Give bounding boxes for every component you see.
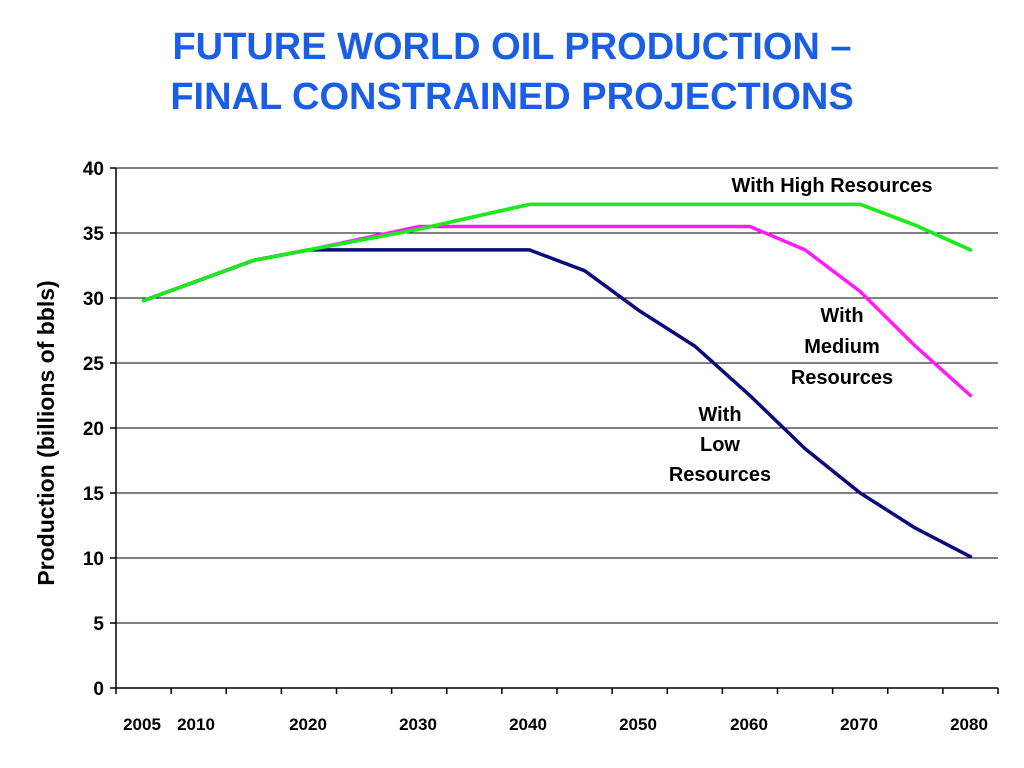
low-resources-line [141,248,973,559]
y-tick-label: 35 [83,224,105,245]
high-resources-line-overlay [141,202,973,303]
gridlines [116,167,998,624]
x-tick-label: 2060 [730,715,768,734]
chart-title: FUTURE WORLD OIL PRODUCTION – FINAL CONS… [0,22,1024,122]
y-tick-label: 20 [83,419,104,440]
y-tick-label: 30 [83,289,104,310]
y-tick-label: 5 [93,614,104,635]
axes [110,167,999,694]
annotation-medium-resources: Medium [804,336,880,358]
y-tick-label: 10 [83,549,104,570]
annotation-high-resources: With High Resources [732,175,933,197]
x-tick-label: 2030 [399,715,437,734]
x-tick-labels: 2005 2010 2020 2030 2040 2050 2060 2070 2080 [123,715,988,734]
high-resources-line [141,202,973,303]
x-tick-label: 2040 [509,715,547,734]
annotations: With High Resources With Medium Resources Wi… [669,175,933,486]
title-line-1: FUTURE WORLD OIL PRODUCTION – [172,26,852,68]
x-tick-label: 2080 [950,715,988,734]
title-line-2: FINAL CONSTRAINED PROJECTIONS [170,76,854,118]
annotation-low-resources: With [698,404,741,426]
x-tick-label: 2050 [619,715,657,734]
x-tick-label: 2010 [177,715,215,734]
annotation-low-resources: Resources [669,464,771,486]
x-tick-label: 2005 [123,715,161,734]
y-tick-label: 25 [83,354,105,375]
annotation-low-resources: Low [700,434,740,456]
y-tick-label: 0 [93,679,104,700]
x-tick-label: 2070 [840,715,878,734]
series-lines [141,202,973,559]
y-axis-label: Production (billions of bbls) [33,280,59,585]
x-tick-label: 2020 [289,715,327,734]
y-tick-labels: 0 5 10 15 20 25 30 35 40 [83,159,105,700]
y-tick-label: 40 [83,159,104,180]
annotation-medium-resources: With [820,305,863,327]
annotation-medium-resources: Resources [791,367,893,389]
y-tick-label: 15 [83,484,105,505]
